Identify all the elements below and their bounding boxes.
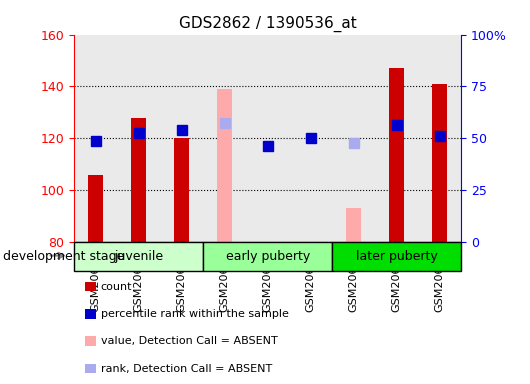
Bar [88, 175, 103, 242]
Bar [117, 35, 160, 242]
Bar [74, 35, 117, 242]
Text: rank, Detection Call = ABSENT: rank, Detection Call = ABSENT [101, 364, 272, 374]
Bar [131, 118, 146, 242]
Bar [389, 68, 404, 242]
Bar [174, 138, 189, 242]
Bar [289, 35, 332, 242]
Bar [375, 35, 418, 242]
Text: later puberty: later puberty [356, 250, 437, 263]
Text: count: count [101, 282, 132, 292]
Bar [346, 208, 361, 242]
Bar [74, 242, 203, 271]
Text: early puberty: early puberty [226, 250, 310, 263]
Text: percentile rank within the sample: percentile rank within the sample [101, 309, 288, 319]
Bar [332, 242, 461, 271]
Bar [203, 242, 332, 271]
Bar [418, 35, 461, 242]
Text: development stage: development stage [3, 250, 124, 263]
Bar [332, 35, 375, 242]
Text: juvenile: juvenile [114, 250, 163, 263]
Title: GDS2862 / 1390536_at: GDS2862 / 1390536_at [179, 16, 357, 32]
Bar [432, 84, 447, 242]
Bar [246, 35, 289, 242]
Bar [203, 35, 246, 242]
Bar [160, 35, 203, 242]
Bar [217, 89, 232, 242]
Text: value, Detection Call = ABSENT: value, Detection Call = ABSENT [101, 336, 277, 346]
